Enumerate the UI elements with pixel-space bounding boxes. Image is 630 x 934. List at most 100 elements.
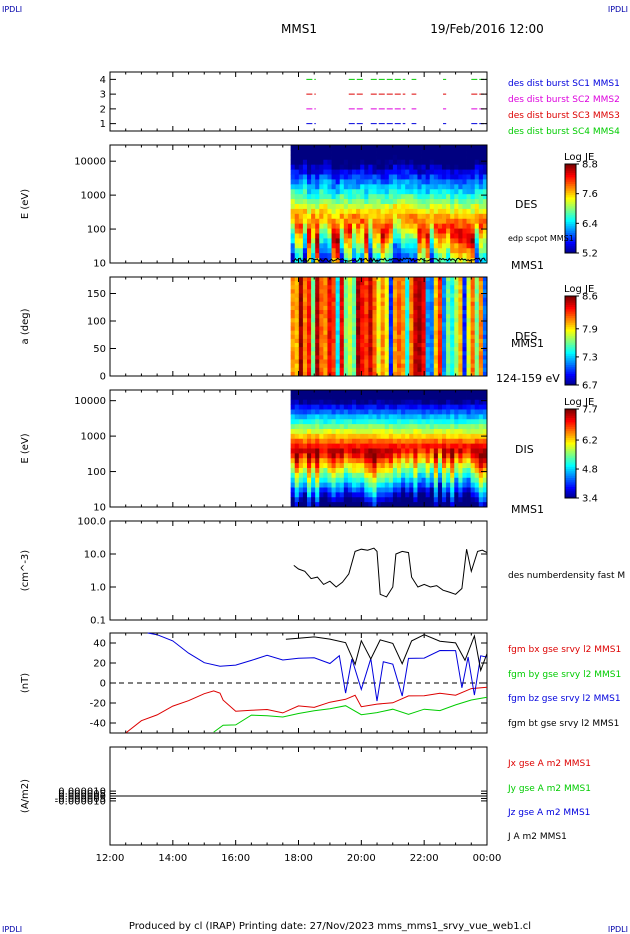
spectrogram-cell bbox=[474, 330, 480, 336]
spectrogram-cell bbox=[368, 238, 373, 244]
spectrogram-cell bbox=[458, 394, 463, 401]
spectrogram-cell bbox=[458, 468, 463, 474]
spectrogram-cell bbox=[474, 468, 480, 474]
spectrogram-cell bbox=[384, 409, 390, 415]
spectrogram-cell bbox=[315, 322, 320, 327]
spectrogram-cell bbox=[302, 347, 308, 352]
spectrogram-cell bbox=[433, 174, 439, 180]
spectrogram-cell bbox=[446, 367, 451, 373]
spectrogram-cell bbox=[347, 487, 353, 493]
spectrogram-cell bbox=[429, 233, 435, 239]
spectrogram-cell bbox=[405, 419, 410, 425]
spectrogram-cell bbox=[347, 199, 353, 205]
spectrogram-cell bbox=[298, 338, 304, 344]
spectrogram-cell bbox=[454, 318, 459, 323]
spectrogram-cell bbox=[319, 404, 324, 410]
spectrogram-cell bbox=[433, 367, 439, 373]
spectrogram-cell bbox=[327, 468, 332, 474]
spectrogram-cell bbox=[397, 184, 402, 190]
spectrogram-cell bbox=[409, 154, 414, 161]
spectrogram-cell bbox=[397, 448, 402, 454]
spectrogram-cell bbox=[360, 281, 365, 286]
spectrogram-cell bbox=[413, 233, 418, 239]
spectrogram-cells bbox=[290, 277, 488, 377]
spectrogram-cell bbox=[413, 443, 418, 449]
spectrogram-cell bbox=[339, 404, 345, 410]
spectrogram-cell bbox=[307, 347, 312, 352]
spectrogram-cell bbox=[307, 399, 312, 406]
spectrogram-cell bbox=[429, 433, 435, 440]
spectrogram-cell bbox=[360, 322, 365, 327]
colorbar-swatch bbox=[565, 455, 576, 459]
spectrogram-cell bbox=[421, 363, 427, 369]
spectrogram-cell bbox=[302, 199, 308, 205]
spectrogram-cell bbox=[478, 223, 484, 229]
spectrogram-cell bbox=[442, 184, 447, 190]
spectrogram-cell bbox=[372, 164, 377, 170]
spectrogram-cell bbox=[405, 314, 410, 319]
legend-entry: Jx gse A m2 MMS1 bbox=[507, 759, 591, 769]
spectrogram-cell bbox=[335, 154, 341, 161]
spectrogram-cell bbox=[368, 149, 373, 156]
spectrogram-cell bbox=[429, 314, 435, 319]
spectrogram-cell bbox=[470, 164, 476, 170]
spectrogram-cell bbox=[474, 419, 480, 425]
spectrogram-cell bbox=[343, 367, 349, 373]
spectrogram-cell bbox=[466, 297, 472, 303]
spectrogram-cell bbox=[323, 164, 328, 170]
spectrogram-cell bbox=[331, 184, 337, 190]
spectrogram-cell bbox=[294, 326, 300, 332]
spectrogram-cell bbox=[392, 277, 398, 282]
spectrogram-cell bbox=[433, 218, 439, 225]
spectrogram-cell bbox=[298, 179, 304, 185]
spectrogram-cell bbox=[327, 330, 332, 336]
spectrogram-cell bbox=[482, 367, 488, 373]
spectrogram-cell bbox=[302, 208, 308, 215]
spectrogram-cell bbox=[343, 149, 349, 156]
spectrogram-cell bbox=[450, 213, 455, 220]
spectrogram-cell bbox=[421, 305, 427, 311]
series-line bbox=[147, 632, 488, 702]
spectrogram-cell bbox=[380, 433, 386, 440]
spectrogram-cell bbox=[384, 502, 390, 508]
spectrogram-cell bbox=[290, 159, 296, 166]
spectrogram-cell bbox=[335, 326, 341, 332]
spectrogram-cell bbox=[352, 258, 357, 264]
spectrogram-cell bbox=[482, 487, 488, 493]
spectrogram-cell bbox=[466, 314, 472, 319]
spectrogram-cell bbox=[442, 419, 447, 425]
spectrogram-cell bbox=[433, 154, 439, 161]
spectrogram-cell bbox=[372, 334, 377, 340]
spectrogram-cell bbox=[380, 343, 386, 348]
spectrogram-cell bbox=[433, 448, 439, 454]
colorbar-swatch bbox=[565, 477, 576, 481]
spectrogram-cell bbox=[343, 472, 349, 479]
spectrogram-cell bbox=[392, 248, 398, 254]
spectrogram-cell bbox=[454, 351, 459, 356]
spectrogram-cell bbox=[454, 458, 459, 464]
spectrogram-cell bbox=[454, 497, 459, 503]
spectrogram-cell bbox=[339, 228, 345, 234]
spectrogram-cell bbox=[343, 347, 349, 352]
spectrogram-cell bbox=[392, 458, 398, 464]
spectrogram-cell bbox=[376, 238, 382, 244]
y-tick-label: 100.0 bbox=[77, 517, 106, 528]
spectrogram-cell bbox=[307, 314, 312, 319]
spectrogram-cell bbox=[290, 472, 296, 479]
spectrogram-cell bbox=[376, 322, 382, 327]
spectrogram-cell bbox=[450, 204, 455, 210]
spectrogram-cell bbox=[421, 154, 427, 161]
spectrogram-cell bbox=[347, 253, 353, 259]
spectrogram-cell bbox=[352, 371, 357, 377]
colorbar-swatch bbox=[565, 298, 576, 301]
spectrogram-cell bbox=[425, 468, 431, 474]
spectrogram-cell bbox=[360, 189, 365, 195]
spectrogram-cell bbox=[478, 453, 484, 459]
spectrogram-cell bbox=[319, 199, 324, 205]
spectrogram-cell bbox=[384, 238, 390, 244]
spectrogram-cell bbox=[347, 277, 353, 282]
spectrogram-cell bbox=[433, 228, 439, 234]
spectrogram-cell bbox=[437, 438, 443, 445]
spectrogram-cell bbox=[474, 289, 480, 294]
spectrogram-cell bbox=[307, 208, 312, 215]
